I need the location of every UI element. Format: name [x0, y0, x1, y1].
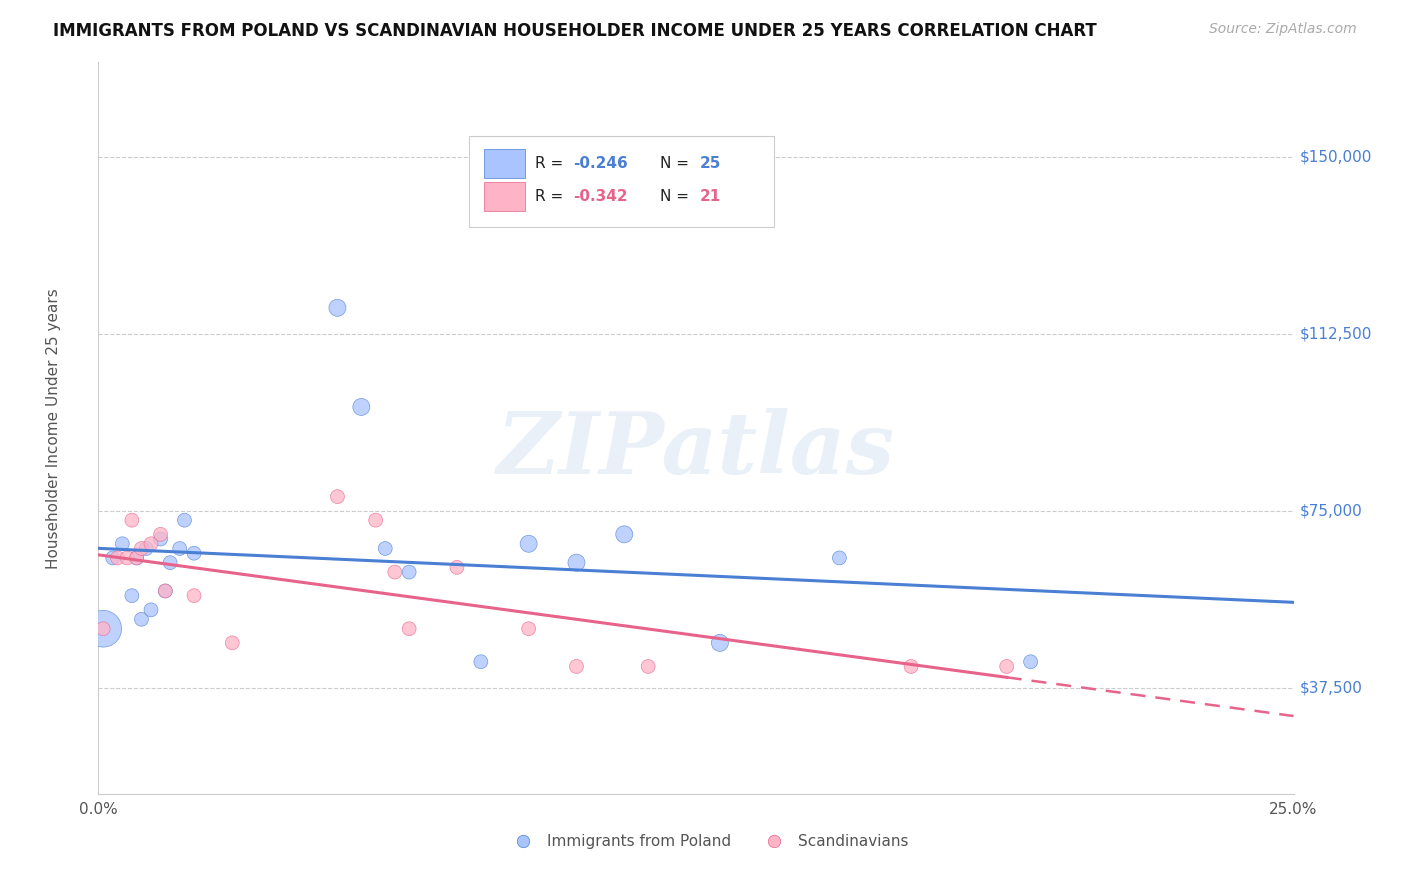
- FancyBboxPatch shape: [470, 136, 773, 227]
- Text: N =: N =: [661, 189, 695, 203]
- Point: [149, 527, 172, 541]
- Point: [637, 659, 659, 673]
- Text: -0.246: -0.246: [572, 156, 627, 171]
- Point: [374, 541, 396, 556]
- Point: [183, 546, 205, 560]
- Point: [91, 622, 114, 636]
- Text: R =: R =: [534, 156, 568, 171]
- FancyBboxPatch shape: [485, 149, 524, 178]
- Text: ZIPatlas: ZIPatlas: [496, 409, 896, 491]
- Point: [135, 541, 157, 556]
- Point: [155, 584, 177, 599]
- Point: [828, 550, 851, 565]
- Text: IMMIGRANTS FROM POLAND VS SCANDINAVIAN HOUSEHOLDER INCOME UNDER 25 YEARS CORRELA: IMMIGRANTS FROM POLAND VS SCANDINAVIAN H…: [53, 22, 1097, 40]
- Point: [613, 527, 636, 541]
- Point: [169, 541, 191, 556]
- Point: [565, 659, 588, 673]
- Point: [115, 550, 138, 565]
- Point: [398, 622, 420, 636]
- Point: [709, 636, 731, 650]
- Text: $112,500: $112,500: [1299, 326, 1372, 342]
- Point: [398, 565, 420, 579]
- Point: [125, 550, 148, 565]
- Text: Immigrants from Poland: Immigrants from Poland: [547, 834, 731, 849]
- Point: [517, 537, 540, 551]
- Text: Householder Income Under 25 years: Householder Income Under 25 years: [45, 288, 60, 568]
- Point: [131, 612, 153, 626]
- Point: [139, 603, 162, 617]
- Point: [173, 513, 195, 527]
- Point: [326, 490, 349, 504]
- Point: [364, 513, 387, 527]
- Point: [139, 537, 162, 551]
- Point: [470, 655, 492, 669]
- Point: [155, 584, 177, 599]
- Point: [350, 400, 373, 414]
- Point: [183, 589, 205, 603]
- Text: $150,000: $150,000: [1299, 149, 1372, 164]
- FancyBboxPatch shape: [485, 182, 524, 211]
- Point: [326, 301, 349, 315]
- Text: Source: ZipAtlas.com: Source: ZipAtlas.com: [1209, 22, 1357, 37]
- Text: Scandinavians: Scandinavians: [797, 834, 908, 849]
- Point: [221, 636, 243, 650]
- Text: 25: 25: [700, 156, 721, 171]
- Point: [91, 622, 114, 636]
- Point: [1019, 655, 1042, 669]
- Point: [131, 541, 153, 556]
- Point: [900, 659, 922, 673]
- Point: [995, 659, 1018, 673]
- Point: [111, 537, 134, 551]
- Point: [384, 565, 406, 579]
- Text: 21: 21: [700, 189, 721, 203]
- Point: [121, 589, 143, 603]
- Text: R =: R =: [534, 189, 568, 203]
- Point: [121, 513, 143, 527]
- Text: N =: N =: [661, 156, 695, 171]
- Point: [565, 556, 588, 570]
- Point: [446, 560, 468, 574]
- Text: $37,500: $37,500: [1299, 681, 1362, 695]
- Point: [125, 550, 148, 565]
- Point: [101, 550, 124, 565]
- Point: [107, 550, 129, 565]
- Text: -0.342: -0.342: [572, 189, 627, 203]
- Point: [149, 532, 172, 546]
- Point: [517, 622, 540, 636]
- Point: [159, 556, 181, 570]
- Text: $75,000: $75,000: [1299, 503, 1362, 518]
